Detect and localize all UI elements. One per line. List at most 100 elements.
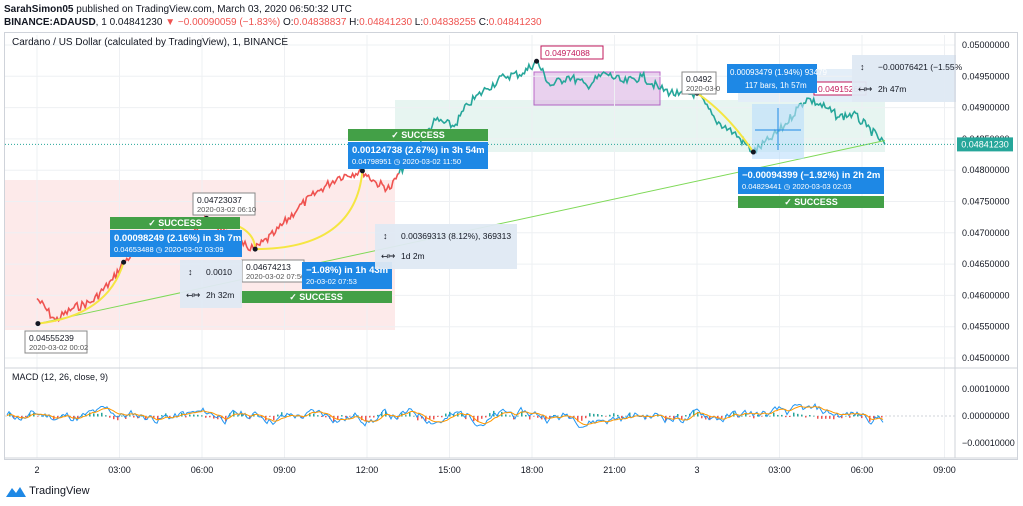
macd-histogram-bar — [309, 412, 311, 417]
x-tick-label: 03:00 — [108, 465, 131, 475]
range-2-line2: 1d 2m — [401, 251, 425, 261]
pivot-marker — [534, 58, 540, 64]
macd-histogram-bar — [133, 416, 135, 418]
range-1-bars-icon: ↤↦ — [186, 290, 201, 300]
macd-histogram-bar — [697, 411, 699, 417]
down-arrow-icon: ▼ — [165, 17, 176, 28]
pivot-marker — [252, 246, 258, 252]
macd-histogram-bar — [109, 416, 111, 418]
macd-line — [6, 403, 884, 428]
macd-histogram-bar — [201, 415, 203, 417]
macd-histogram-bar — [77, 416, 79, 419]
price-label-high1-value: 0.04723037 — [197, 195, 242, 205]
range-2-box — [375, 224, 517, 269]
macd-histogram-bar — [385, 410, 387, 417]
price-label-high2-value: 0.0492 — [686, 74, 712, 84]
macd-histogram-bar — [461, 413, 463, 417]
x-tick-label: 2 — [34, 465, 39, 475]
macd-histogram-bar — [413, 415, 415, 417]
macd-histogram-bar — [125, 416, 127, 419]
macd-histogram-bar — [809, 415, 811, 417]
macd-histogram-bar — [557, 415, 559, 417]
macd-histogram-bar — [57, 416, 59, 418]
range-3-box — [852, 55, 956, 102]
chart-area[interactable] — [4, 32, 1018, 460]
macd-histogram-bar — [417, 416, 419, 421]
x-tick-label: 3 — [694, 465, 699, 475]
low-value: 0.04838255 — [423, 17, 476, 28]
macd-histogram-bar — [613, 413, 615, 417]
macd-histogram-bar — [605, 416, 607, 417]
macd-histogram-bar — [777, 414, 779, 417]
macd-histogram-bar — [845, 415, 847, 417]
y-tick-label: 0.04800000 — [962, 165, 1010, 175]
macd-histogram-bar — [205, 416, 207, 418]
yellow-curve — [696, 92, 755, 153]
macd-histogram-bar — [117, 416, 119, 421]
macd-histogram-bar — [29, 413, 31, 417]
macd-histogram-bar — [209, 416, 211, 418]
symbol-label: BINANCE:ADAUSD — [4, 17, 96, 28]
macd-histogram-bar — [601, 415, 603, 417]
macd-histogram-bar — [833, 416, 835, 420]
range-3-bars-icon: ↤↦ — [858, 84, 873, 94]
last-price: 0.04841230 — [109, 17, 163, 28]
macd-histogram-bar — [477, 416, 479, 422]
measure-info-box — [727, 64, 817, 93]
macd-histogram-bar — [257, 415, 259, 417]
macd-histogram-bar — [277, 414, 279, 417]
y-tick-label: 0.04500000 — [962, 353, 1010, 363]
macd-histogram-bar — [813, 415, 815, 417]
macd-histogram-bar — [157, 416, 159, 420]
macd-histogram-bar — [93, 413, 95, 417]
macd-histogram-bar — [877, 415, 879, 417]
price-label-low-box — [24, 330, 88, 354]
macd-histogram-bar — [537, 416, 539, 418]
macd-histogram-bar — [453, 413, 455, 417]
macd-histogram-bar — [577, 416, 579, 422]
y-tick-label: 0.04700000 — [962, 228, 1010, 238]
price-label-high2-box — [681, 71, 717, 95]
tradingview-logo-icon — [6, 486, 26, 497]
move-2-box — [348, 142, 488, 169]
range-1-line1: 0.0010 — [206, 267, 232, 277]
macd-histogram-bar — [869, 416, 871, 422]
x-tick-label: 09:00 — [273, 465, 296, 475]
macd-histogram-bar — [357, 415, 359, 417]
macd-histogram-bar — [873, 416, 875, 419]
macd-histogram-bar — [801, 414, 803, 417]
macd-signal-line — [6, 405, 884, 426]
macd-histogram-bar — [589, 413, 591, 417]
price-line-up — [398, 60, 886, 176]
macd-histogram-bar — [609, 414, 611, 417]
macd-histogram-bar — [481, 416, 483, 419]
macd-histogram-bar — [593, 413, 595, 417]
macd-histogram-bar — [113, 416, 115, 420]
macd-histogram-bar — [773, 412, 775, 417]
macd-histogram-bar — [761, 416, 763, 417]
y-tick-label: 0.04750000 — [962, 197, 1010, 207]
macd-histogram-bar — [669, 416, 671, 418]
macd-histogram-bar — [409, 412, 411, 417]
macd-histogram-bar — [321, 416, 323, 417]
macd-histogram-bar — [785, 416, 787, 418]
price-label-peak-value: 0.04974088 — [545, 48, 590, 58]
success-4-badge — [738, 196, 884, 208]
macd-histogram-bar — [101, 412, 103, 417]
price-label-high1-date: 2020-03-02 06:10 — [197, 205, 256, 214]
move-3-title: −1.08%) in 1h 43m — [306, 265, 388, 276]
macd-histogram-bar — [533, 416, 535, 417]
macd-histogram-bar — [41, 415, 43, 417]
macd-histogram-bar — [821, 416, 823, 419]
macd-histogram-bar — [857, 414, 859, 417]
macd-histogram-bar — [853, 415, 855, 417]
author-name[interactable]: SarahSimon05 — [4, 4, 74, 15]
range-3-icon: ↕ — [860, 62, 865, 72]
macd-histogram-bar — [769, 415, 771, 417]
brand-footer[interactable]: TradingView — [6, 485, 90, 497]
macd-histogram-bar — [521, 411, 523, 417]
x-tick-label: 03:00 — [768, 465, 791, 475]
macd-histogram-bar — [545, 416, 547, 420]
price-label-low2-value: 0.04674213 — [246, 262, 291, 272]
